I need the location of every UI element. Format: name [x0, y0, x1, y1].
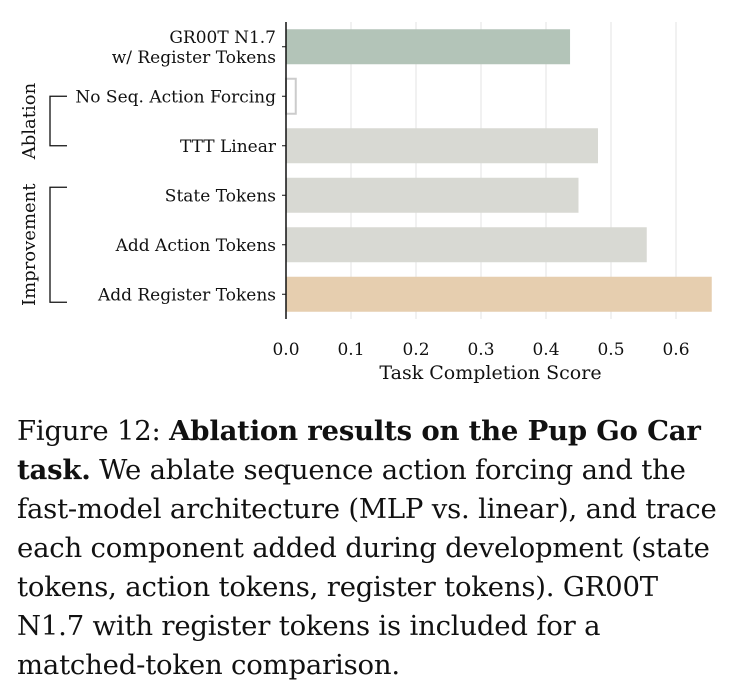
figure-caption: Figure 12: Ablation results on the Pup G…	[17, 412, 729, 685]
x-tick-label: 0.6	[662, 340, 689, 360]
bar	[286, 177, 579, 213]
x-tick-label: 0.4	[532, 340, 559, 360]
category-label-line: w/ Register Tokens	[112, 48, 276, 68]
x-tick-label: 0.5	[597, 340, 624, 360]
caption-body: We ablate sequence action forcing and th…	[17, 454, 717, 681]
category-label-line: TTT Linear	[180, 137, 277, 157]
gridlines	[350, 22, 677, 319]
caption-prefix: Figure 12:	[17, 415, 170, 447]
bars	[285, 29, 712, 312]
bar	[285, 77, 297, 115]
category-labels: GR00T N1.7 w/ Register Tokens No Seq. Acti…	[75, 28, 276, 306]
category-label: Add Action Tokens	[115, 236, 276, 256]
category-label: TTT Linear	[180, 137, 277, 157]
x-axis-title: Task Completion Score	[379, 362, 601, 384]
group-bracket	[49, 186, 67, 303]
axes	[282, 22, 287, 319]
category-label-line: No Seq. Action Forcing	[75, 87, 276, 107]
category-label-line: GR00T N1.7	[169, 28, 276, 48]
category-label-line: Add Action Tokens	[115, 236, 276, 256]
category-label: No Seq. Action Forcing	[75, 87, 276, 107]
group-label: Ablation	[19, 82, 40, 160]
category-label-line: State Tokens	[165, 186, 276, 206]
bar	[286, 128, 598, 164]
group-label: Improvement	[19, 183, 40, 306]
x-tick-labels: 0.0 0.1 0.2 0.3 0.4 0.5 0.6	[272, 340, 689, 360]
category-label: Add Register Tokens	[97, 285, 276, 305]
group-bracket	[49, 95, 67, 147]
category-label: GR00T N1.7 w/ Register Tokens	[112, 28, 276, 68]
x-tick-label: 0.0	[272, 340, 299, 360]
bar	[286, 227, 647, 263]
x-tick-label: 0.1	[337, 340, 364, 360]
x-tick-label: 0.3	[467, 340, 494, 360]
category-label-line: Add Register Tokens	[97, 285, 276, 305]
bar	[286, 276, 712, 312]
caption-title: Ablation results on the Pup Go Car task.	[17, 415, 701, 486]
ablation-bar-chart: GR00T N1.7 w/ Register Tokens No Seq. Acti…	[19, 22, 712, 384]
category-label: State Tokens	[165, 186, 276, 206]
bar	[286, 29, 571, 65]
x-tick-label: 0.2	[402, 340, 429, 360]
group-brackets: Ablation Improvement	[19, 82, 67, 306]
